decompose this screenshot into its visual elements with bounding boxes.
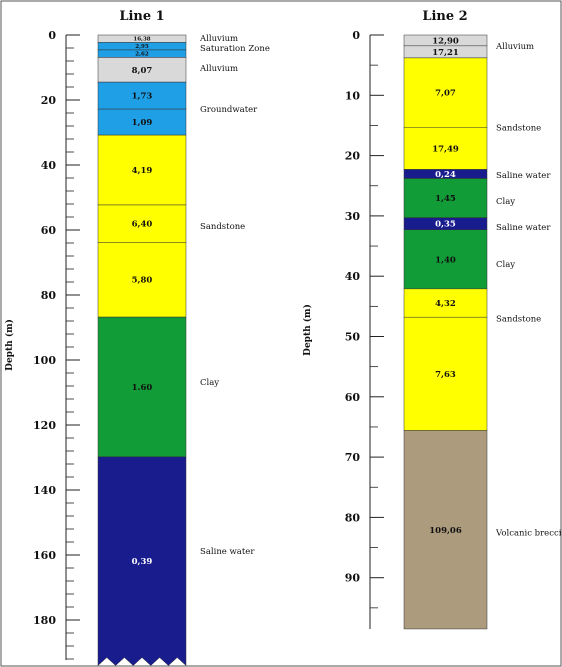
layer-block — [97, 242, 187, 318]
tick-label: 0 — [48, 29, 56, 42]
layer-value: 4,19 — [132, 166, 153, 176]
layer-value: 2,62 — [135, 52, 149, 58]
tick-label: 180 — [33, 614, 56, 627]
layer-value: 5,80 — [132, 276, 153, 286]
tick-label: 160 — [33, 549, 56, 562]
tick-label: 20 — [41, 94, 57, 107]
panel-line-1: Line 1 Depth (m) 0 20 40 60 80 100 120 140 160 180 1… — [4, 9, 270, 667]
tick-label: 80 — [345, 511, 361, 524]
tick-label: 80 — [41, 289, 57, 302]
layer-value: 1,40 — [435, 255, 456, 265]
layer-value: 1.60 — [132, 383, 153, 393]
tick-label: 70 — [345, 451, 361, 464]
layer-value: 0,39 — [132, 557, 153, 567]
layer-value: 109,06 — [429, 526, 462, 536]
layer-label: Clay — [496, 197, 515, 207]
layer-label: Saturation Zone — [200, 44, 270, 54]
layer-block — [403, 316, 488, 431]
layer-value: 1,73 — [132, 92, 153, 102]
layer-value: 16,38 — [133, 37, 150, 43]
panel-title: Line 2 — [422, 9, 467, 24]
layer-value: 1,45 — [435, 194, 456, 204]
tick-label: 40 — [41, 159, 57, 172]
layer-label: Sandstone — [496, 123, 541, 133]
layer-value: 17,21 — [432, 48, 459, 58]
layer-block — [403, 178, 488, 218]
layer-block — [403, 430, 488, 630]
layer-label: Clay — [496, 260, 515, 270]
layer-label: Clay — [200, 378, 219, 388]
layer-label: Groundwater — [200, 105, 258, 115]
tick-label: 10 — [345, 89, 361, 102]
layer-label: Saline water — [496, 171, 551, 181]
tick-label: 20 — [345, 150, 361, 163]
tick-label: 30 — [345, 210, 361, 223]
layer-value: 1,09 — [132, 118, 153, 128]
panel-line-2: Line 2 Depth (m) 0 10 20 30 40 50 60 70 80 90 12,90 1… — [302, 9, 562, 630]
layer-block — [97, 204, 187, 243]
layer-value: 2,95 — [135, 44, 149, 50]
layer-label: Alluvium — [199, 34, 238, 44]
layer-value: 7,07 — [435, 89, 456, 99]
layer-label: Sandstone — [496, 314, 541, 324]
layer-block — [403, 57, 488, 128]
tick-label: 140 — [33, 484, 56, 497]
layer-label: Alluvium — [199, 64, 238, 74]
tick-label: 90 — [345, 572, 361, 585]
layer-block — [97, 134, 187, 206]
layer-block — [97, 57, 187, 83]
layer-block — [403, 229, 488, 290]
layer-value: 12,90 — [432, 36, 459, 46]
tick-label: 50 — [345, 331, 361, 344]
layer-block — [97, 81, 187, 110]
tick-label: 0 — [352, 29, 360, 42]
layer-label: Volcanic breccia — [495, 528, 562, 538]
axis-title: Depth (m) — [302, 304, 313, 356]
layer-label: Sandstone — [200, 222, 245, 232]
layer-value: 7,63 — [435, 370, 456, 380]
layer-label: Saline water — [200, 547, 255, 557]
layer-value: 8,07 — [132, 66, 153, 76]
layer-value: 17,49 — [432, 144, 459, 154]
layer-value: 0,24 — [435, 170, 456, 180]
axis-title: Depth (m) — [4, 319, 15, 371]
panel-title: Line 1 — [119, 9, 164, 24]
layer-value: 0,35 — [435, 220, 456, 230]
layer-block — [97, 456, 187, 667]
layer-label: Alluvium — [495, 42, 534, 52]
tick-label: 40 — [345, 270, 361, 283]
layer-label: Saline water — [496, 223, 551, 233]
layer-block — [97, 108, 187, 136]
layer-block — [97, 316, 187, 458]
tick-label: 60 — [41, 224, 57, 237]
layer-value: 6,40 — [132, 220, 153, 230]
tick-label: 100 — [33, 354, 56, 367]
tick-label: 120 — [33, 419, 56, 432]
tick-label: 60 — [345, 391, 361, 404]
layer-value: 4,32 — [435, 299, 456, 309]
